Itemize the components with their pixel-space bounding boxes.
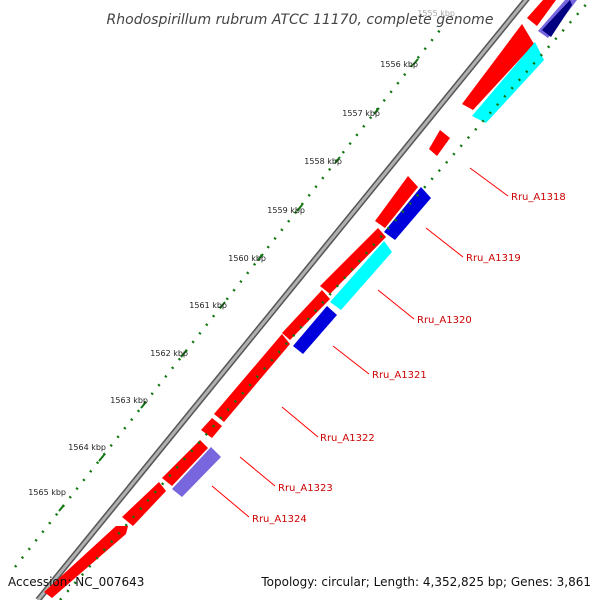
gene-label-rru-a1319: Rru_A1319 [466, 253, 521, 264]
gene-arrow-reverse [330, 241, 392, 310]
tick-mark [140, 401, 147, 409]
leader-line [281, 406, 319, 438]
leader-line [425, 227, 464, 258]
gene-label-rru-a1324: Rru_A1324 [252, 514, 307, 525]
leader-line [332, 345, 370, 375]
outer-scale-dots [14, 29, 441, 568]
gene-arrow-forward [282, 290, 330, 340]
gene-label-rru-a1320: Rru_A1320 [417, 315, 472, 326]
tick-label: 1563 kbp [110, 396, 148, 405]
gene-labels: Rru_A1318 Rru_A1319 Rru_A1320 Rru_A1321 … [252, 192, 566, 525]
gene-arrow-forward [375, 176, 418, 228]
gene-arrow-reverse [542, 0, 572, 37]
gene-arrow-forward [44, 526, 128, 598]
tick-label: 1556 kbp [380, 60, 418, 69]
tick-labels: 1565 kbp 1564 kbp 1563 kbp 1562 kbp 1561… [28, 9, 455, 497]
tick-label: 1562 kbp [150, 349, 188, 358]
tick-label: 1564 kbp [68, 443, 106, 452]
forward-strand-genes [44, 0, 556, 598]
gene-arrow-reverse [384, 187, 431, 240]
tick-mark [412, 58, 419, 66]
gene-arrow-reverse [172, 447, 221, 497]
gene-arrow-forward [162, 440, 208, 486]
genome-backbone [35, 0, 530, 600]
genome-title: Rhodospirillum rubrum ATCC 11170, comple… [107, 12, 494, 28]
gene-label-rru-a1323: Rru_A1323 [278, 483, 333, 494]
label-leaders [211, 167, 509, 518]
backbone-core [36, 0, 528, 600]
tick-label: 1565 kbp [28, 488, 66, 497]
leader-line [239, 456, 276, 487]
gene-arrow-forward [320, 228, 386, 294]
tick-mark [373, 107, 380, 115]
leader-line [211, 485, 250, 518]
gene-arrow-forward [214, 334, 290, 422]
tick-mark [334, 156, 341, 164]
tick-label: 1557 kbp [342, 109, 380, 118]
accession-text: Accession: NC_007643 [8, 575, 144, 589]
tick-label: 1555 kbp [417, 9, 455, 18]
gene-arrow-reverse [472, 42, 544, 123]
reverse-strand-genes [172, 0, 577, 497]
gene-arrow-forward [527, 0, 556, 26]
gene-label-rru-a1322: Rru_A1322 [320, 433, 375, 444]
tick-label: 1560 kbp [228, 254, 266, 263]
tick-mark [219, 301, 226, 309]
gene-arrow-forward [201, 418, 222, 438]
tick-mark [296, 204, 303, 212]
leader-line [469, 167, 509, 197]
gene-arrow-reverse [293, 306, 337, 354]
tick-mark [257, 253, 264, 261]
tick-marks [58, 58, 419, 512]
tick-label: 1559 kbp [267, 206, 305, 215]
genome-summary-text: Topology: circular; Length: 4,352,825 bp… [260, 575, 591, 589]
tick-mark [98, 454, 105, 462]
inner-scale-dots [59, 0, 591, 600]
tick-label: 1561 kbp [189, 301, 227, 310]
tick-mark [180, 350, 187, 358]
tick-mark [58, 504, 65, 512]
gene-label-rru-a1321: Rru_A1321 [372, 370, 427, 381]
gene-arrow-forward [429, 130, 450, 156]
tick-label: 1558 kbp [304, 157, 342, 166]
gene-arrow-forward [462, 24, 534, 110]
leader-line [377, 289, 415, 320]
gene-label-rru-a1318: Rru_A1318 [511, 192, 566, 203]
